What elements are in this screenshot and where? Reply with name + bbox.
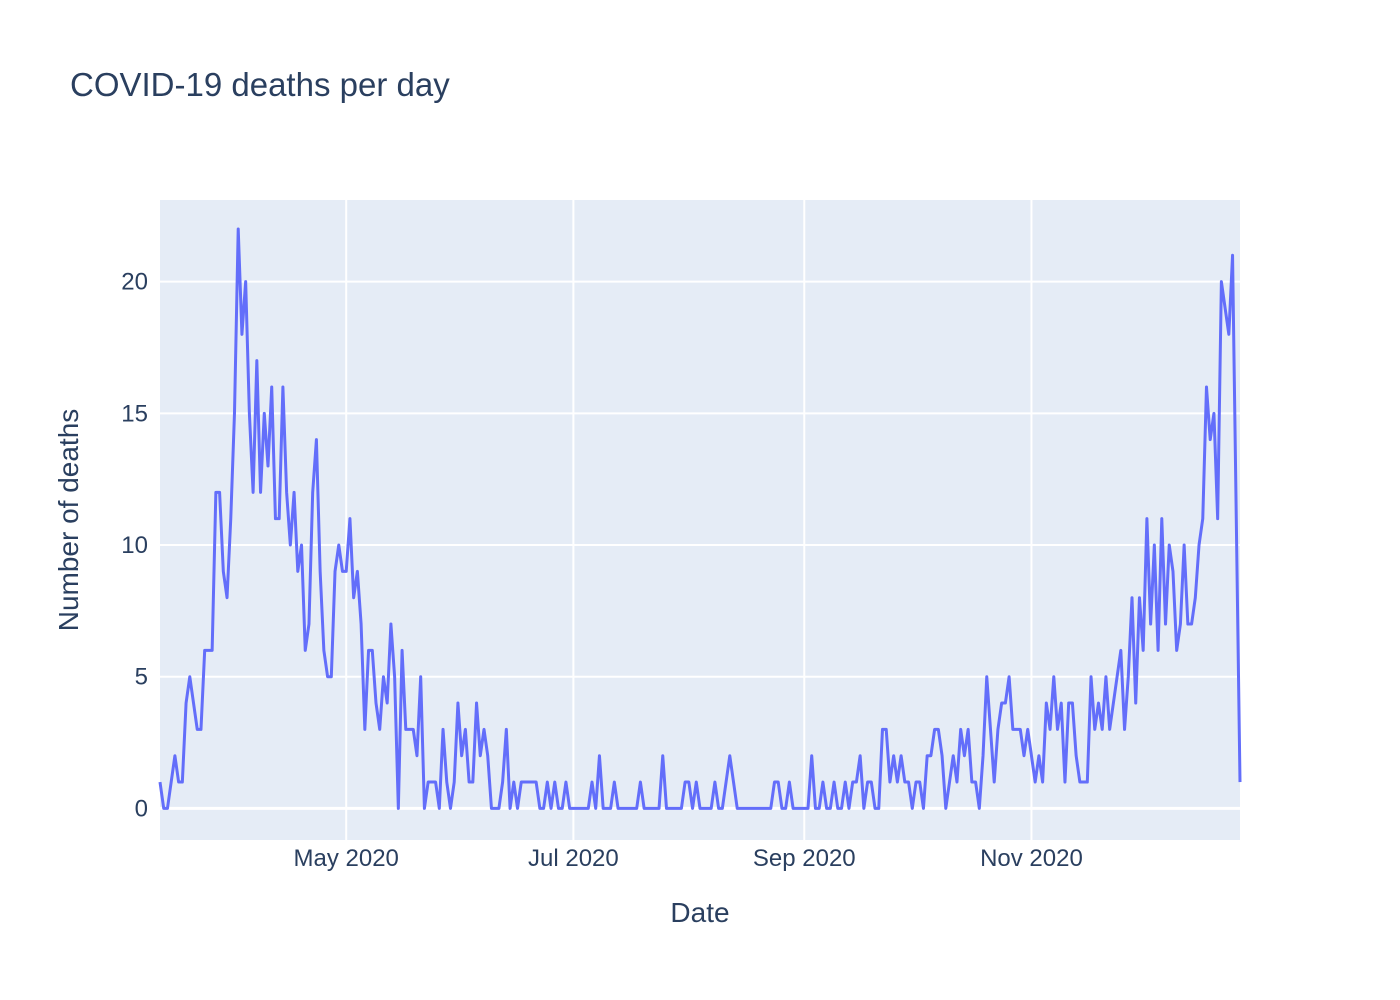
series-line-deaths — [158, 227, 1242, 810]
x-tick-label: Jul 2020 — [528, 845, 619, 872]
y-axis-ticks: 0 5 10 15 20 — [121, 269, 148, 823]
x-tick-label: May 2020 — [294, 845, 399, 872]
x-axis-ticks: May 2020 Jul 2020 Sep 2020 Nov 2020 — [294, 845, 1083, 872]
y-tick-label: 15 — [121, 400, 148, 427]
x-tick-label: Nov 2020 — [980, 845, 1083, 872]
y-tick-label: 20 — [121, 269, 148, 296]
chart-title: COVID-19 deaths per day — [70, 66, 450, 103]
x-tick-label: Sep 2020 — [753, 845, 856, 872]
x-axis-title: Date — [670, 897, 729, 928]
y-tick-label: 0 — [135, 795, 148, 822]
y-tick-label: 10 — [121, 532, 148, 559]
y-axis-title: Number of deaths — [53, 409, 84, 632]
plot-area — [160, 200, 1240, 840]
y-tick-label: 5 — [135, 664, 148, 691]
